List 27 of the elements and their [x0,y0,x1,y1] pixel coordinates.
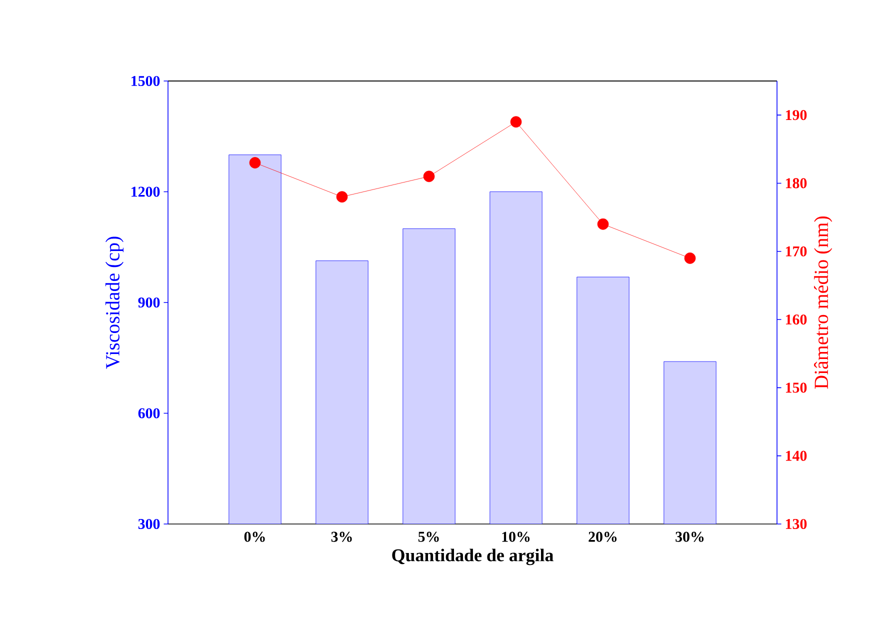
y2-tick-label: 130 [786,518,807,530]
point [510,116,522,128]
y-tick-label: 300 [138,518,160,530]
point [249,157,261,168]
x-tick-label: 20% [588,532,617,542]
y2-tick-label: 160 [786,314,807,325]
y-tick-label: 1200 [132,186,160,197]
point [684,252,696,264]
x-tick-label: 10% [502,532,530,542]
point [597,218,609,230]
y-tick-label: 1500 [132,76,160,86]
x-tick-label: 0% [244,532,265,542]
y2-tick-label: 150 [786,382,807,393]
x-tick-label: 5% [418,532,439,542]
y-tick-label: 600 [138,408,160,418]
y2-tick-label: 170 [786,246,807,256]
y2-tick-label: 190 [786,110,807,120]
x-tick-label: 30% [676,532,704,542]
y-axis-title: Viscosidade (cp) [105,236,124,369]
x-axis-title: Quantidade de argila [392,548,554,566]
y2-tick-label: 140 [786,450,807,461]
point [336,191,348,203]
y2-axis-title: Diâmetro médio (nm) [814,216,832,389]
y-tick-label: 900 [138,297,160,308]
x-tick-label: 3% [331,532,352,542]
y2-tick-label: 180 [786,178,807,188]
point [423,170,435,182]
